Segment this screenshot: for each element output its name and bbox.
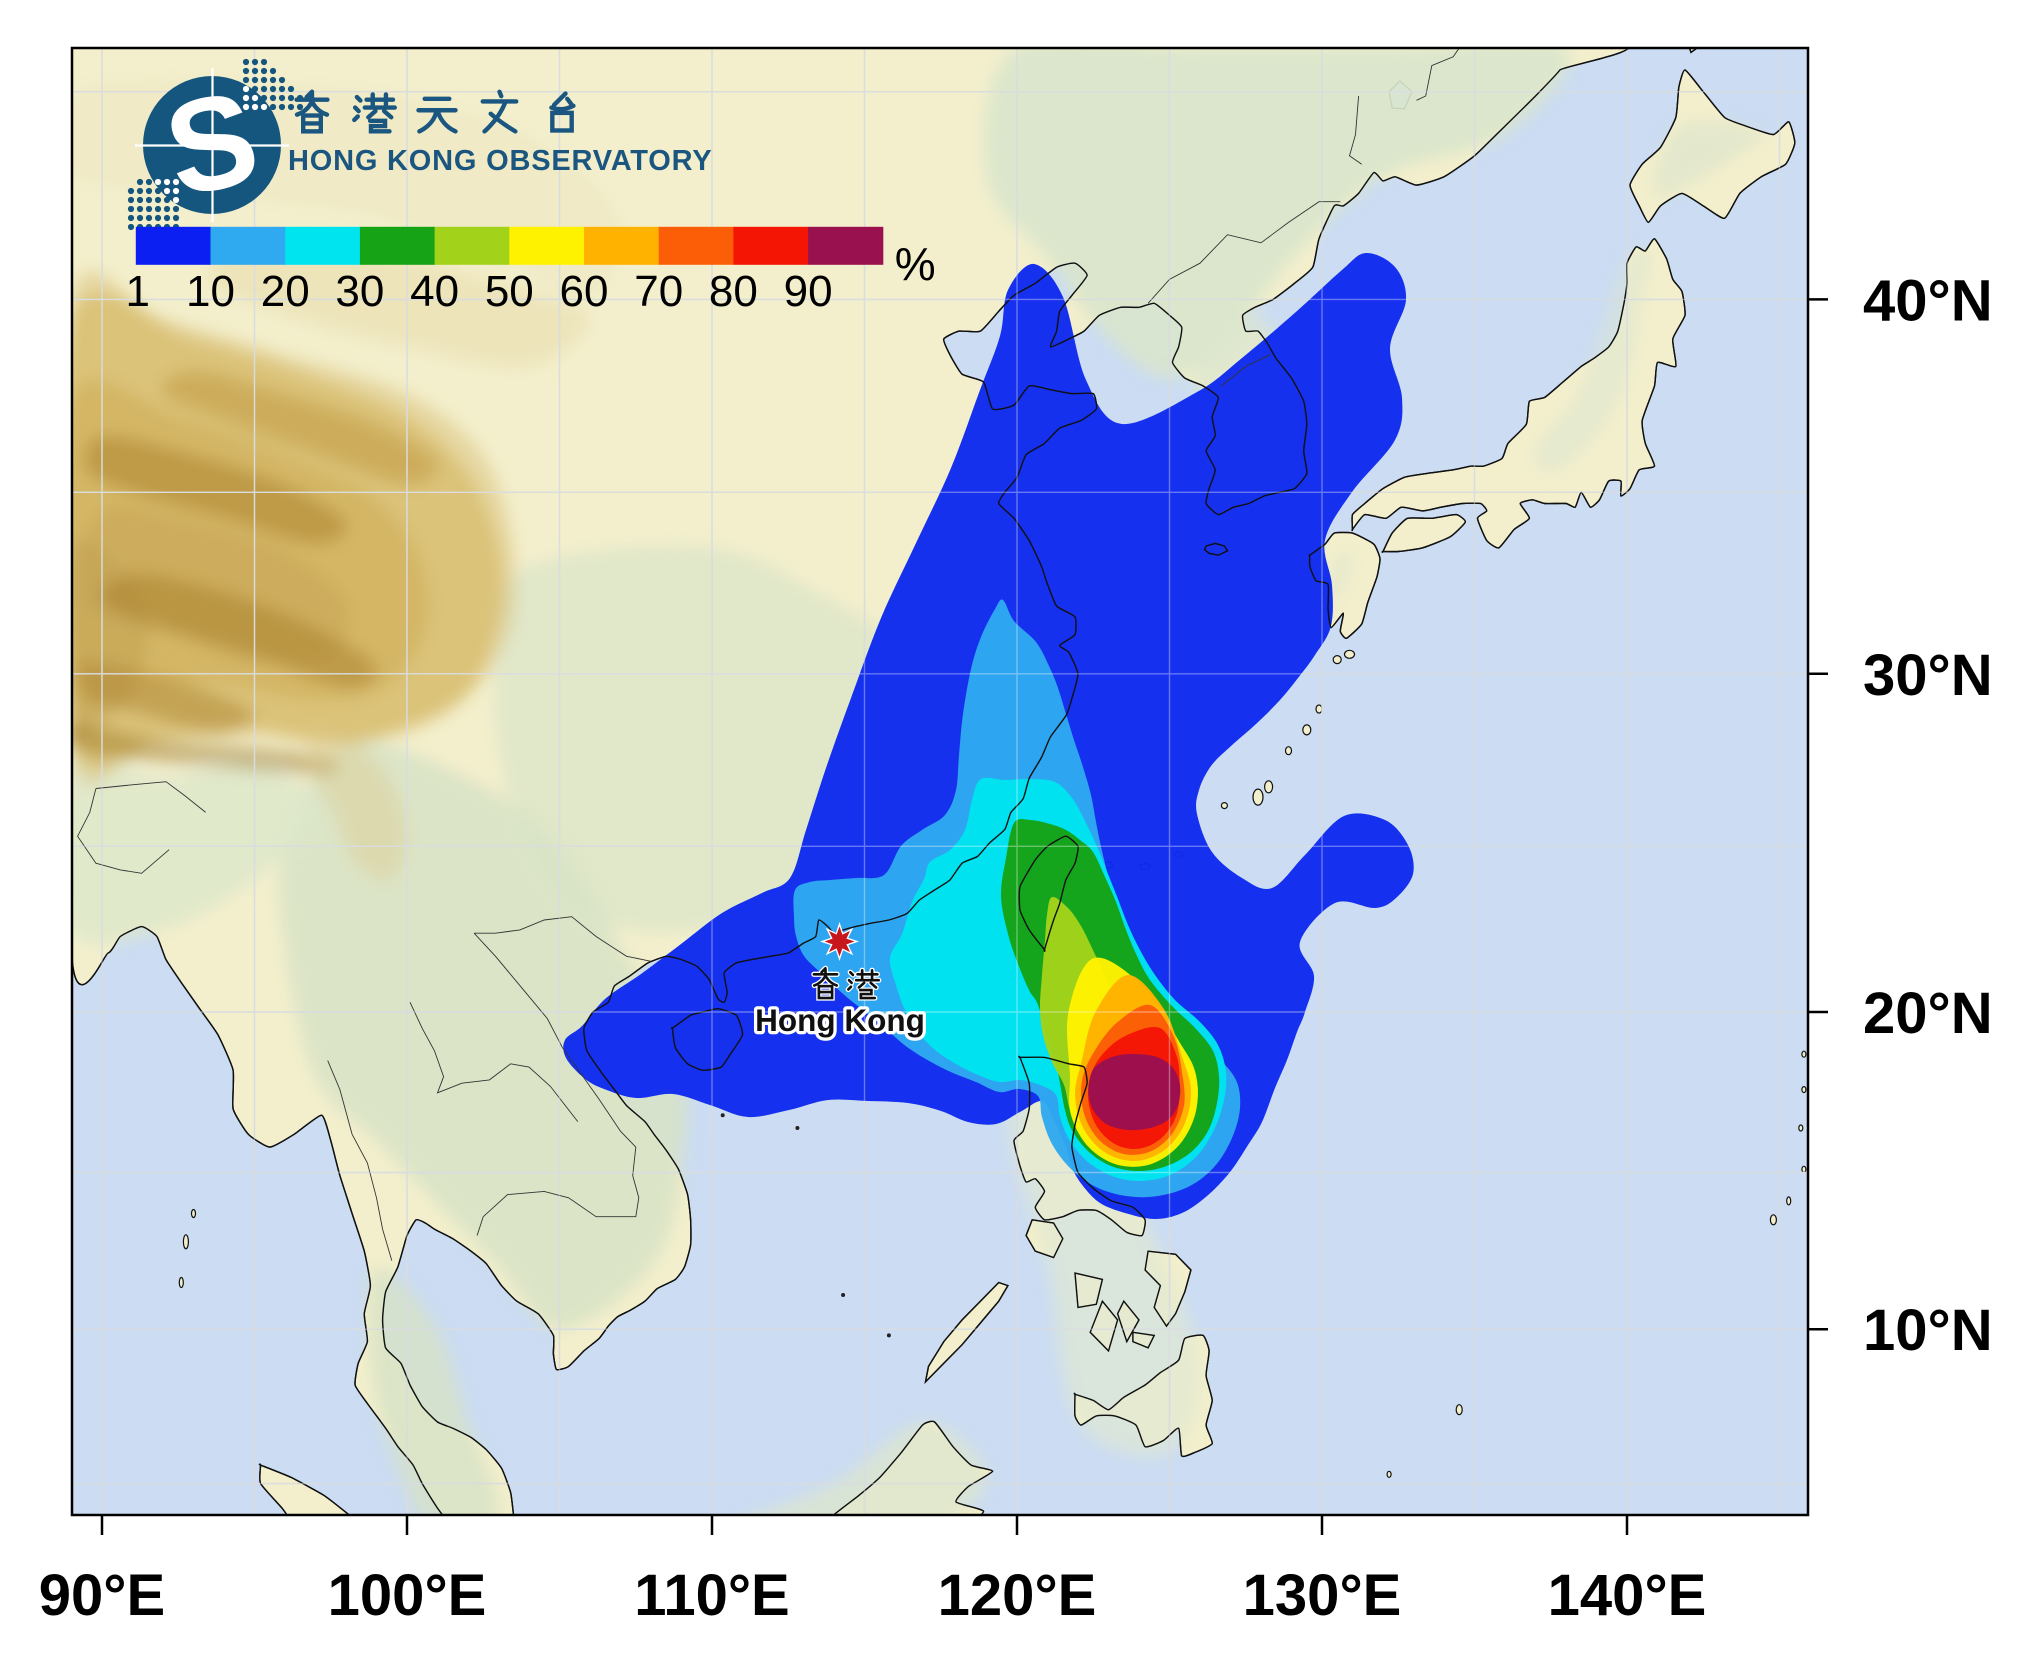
- svg-text:60: 60: [560, 267, 609, 316]
- svg-text:110°E: 110°E: [634, 1563, 789, 1628]
- svg-text:Hong Kong: Hong Kong: [755, 1002, 925, 1038]
- svg-text:30: 30: [335, 267, 384, 316]
- svg-text:HONG KONG OBSERVATORY: HONG KONG OBSERVATORY: [288, 145, 712, 177]
- svg-text:130°E: 130°E: [1243, 1563, 1402, 1628]
- svg-text:80: 80: [709, 267, 758, 316]
- svg-text:20: 20: [261, 267, 310, 316]
- svg-text:40°N: 40°N: [1863, 268, 1993, 333]
- svg-text:40: 40: [410, 267, 459, 316]
- svg-text:1: 1: [126, 267, 150, 316]
- svg-text:120°E: 120°E: [938, 1563, 1097, 1628]
- svg-text:100°E: 100°E: [328, 1563, 487, 1628]
- svg-text:140°E: 140°E: [1548, 1563, 1707, 1628]
- svg-text:90°E: 90°E: [39, 1563, 165, 1628]
- svg-text:10: 10: [186, 267, 235, 316]
- svg-text:30°N: 30°N: [1863, 643, 1993, 708]
- svg-text:50: 50: [485, 267, 534, 316]
- svg-text:20°N: 20°N: [1863, 981, 1993, 1046]
- svg-text:90: 90: [784, 267, 833, 316]
- svg-text:70: 70: [634, 267, 683, 316]
- svg-text:10°N: 10°N: [1863, 1298, 1993, 1363]
- svg-text:%: %: [895, 238, 936, 290]
